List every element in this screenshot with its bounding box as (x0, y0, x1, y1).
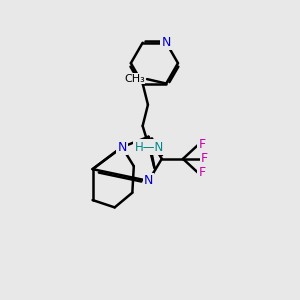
Text: F: F (199, 138, 206, 151)
Text: N: N (161, 36, 171, 49)
Text: H—N: H—N (134, 141, 164, 154)
Text: CH₃: CH₃ (124, 74, 145, 83)
Text: F: F (201, 152, 208, 165)
Text: N: N (144, 174, 153, 188)
Text: N: N (117, 141, 127, 154)
Text: F: F (199, 167, 206, 179)
